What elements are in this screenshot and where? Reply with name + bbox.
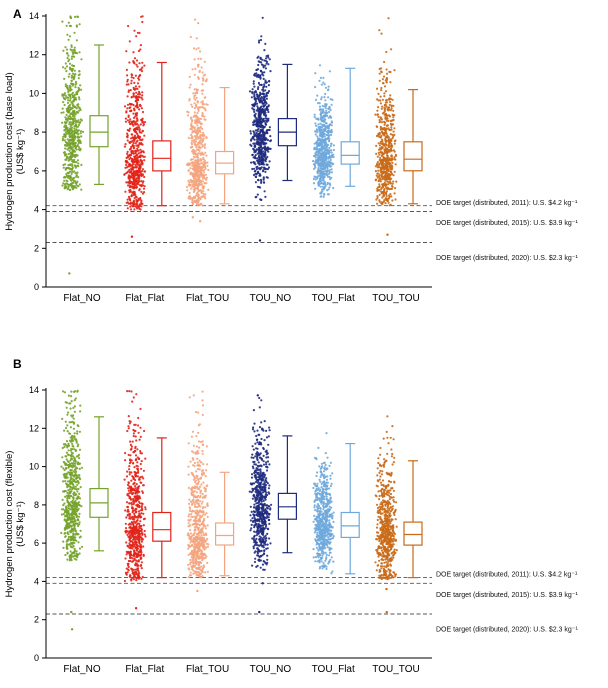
y-tick-label: 8 xyxy=(34,500,39,510)
y-tick-label: 12 xyxy=(29,423,39,433)
outlier-point xyxy=(199,220,202,223)
doe-target-label: DOE target (distributed, 2011): U.S. $4.… xyxy=(436,200,578,207)
y-tick-label: 6 xyxy=(34,538,39,548)
y-tick-label: 4 xyxy=(34,205,39,215)
box-plot-TOU_TOU xyxy=(403,460,423,579)
x-tick-label: Flat_TOU xyxy=(186,664,229,675)
y-axis-label: Hydrogen production cost (flexible) xyxy=(4,451,15,598)
doe-target-label: DOE target (distributed, 2020): U.S. $2.… xyxy=(436,626,578,633)
y-tick-label: 6 xyxy=(34,166,39,176)
x-tick-label: Flat_NO xyxy=(63,664,100,675)
doe-target-label: DOE target (distributed, 2011): U.S. $4.… xyxy=(436,572,578,579)
outlier-point xyxy=(70,628,74,631)
box-plot-Flat_NO xyxy=(89,44,109,185)
y-tick-label: 0 xyxy=(34,653,39,663)
y-tick-label: 4 xyxy=(34,576,39,586)
jitter-points-TOU_Flat xyxy=(312,432,335,575)
y-axis-label: Hydrogen production cost (base load) xyxy=(4,72,15,230)
box-plot-TOU_NO xyxy=(277,435,297,554)
x-tick-label: Flat_Flat xyxy=(125,293,164,304)
doe-target-label: DOE target (distributed, 2015): U.S. $3.… xyxy=(436,592,578,599)
outlier-point xyxy=(386,233,389,236)
y-tick-label: 10 xyxy=(29,462,39,472)
y-tick-label: 14 xyxy=(29,385,39,395)
x-tick-label: Flat_Flat xyxy=(125,664,164,675)
y-tick-label: 12 xyxy=(29,50,39,60)
jitter-points-TOU_NO xyxy=(248,394,273,614)
outlier-point xyxy=(130,235,134,238)
outlier-point xyxy=(258,610,261,614)
jitter-points-TOU_TOU xyxy=(374,415,398,614)
y-axis-units-label: (US$ kg⁻¹) xyxy=(15,501,26,547)
y-tick-label: 10 xyxy=(29,88,39,98)
outlier-point xyxy=(68,272,71,275)
doe-target-label: DOE target (distributed, 2020): U.S. $2.… xyxy=(436,255,578,262)
jitter-points-Flat_TOU xyxy=(185,18,210,223)
jitter-points-TOU_TOU xyxy=(374,17,398,236)
box-plot-TOU_Flat xyxy=(340,442,360,575)
panel-a-chart: A DOE target (distributed, 2011): U.S. $4… xyxy=(4,7,578,304)
y-tick-label: 8 xyxy=(34,127,39,137)
x-tick-label: TOU_Flat xyxy=(312,664,355,675)
y-axis-units-label: (US$ kg⁻¹) xyxy=(15,129,26,175)
doe-target-label: DOE target (distributed, 2015): U.S. $3.… xyxy=(436,220,578,227)
outlier-point xyxy=(258,239,262,242)
panel-label: A xyxy=(13,7,22,21)
box-plot-Flat_NO xyxy=(89,416,109,552)
x-tick-label: TOU_NO xyxy=(250,293,292,304)
box-plot-TOU_TOU xyxy=(403,88,423,205)
outlier-point xyxy=(191,216,194,219)
jitter-points-Flat_TOU xyxy=(186,390,210,593)
outlier-point xyxy=(70,610,73,614)
x-tick-label: TOU_NO xyxy=(250,664,292,675)
y-tick-label: 14 xyxy=(29,11,39,21)
jitter-points-Flat_NO xyxy=(60,15,85,275)
box-plot-Flat_TOU xyxy=(215,471,235,577)
outlier-point xyxy=(385,587,388,591)
jitter-points-TOU_Flat xyxy=(312,64,335,198)
panel-b-chart: B DOE target (distributed, 2011): U.S. $4… xyxy=(4,357,578,675)
jitter-points-Flat_Flat xyxy=(123,390,147,610)
outlier-point xyxy=(260,198,263,202)
box-plot-TOU_Flat xyxy=(340,67,360,187)
outlier-point xyxy=(385,610,388,614)
box-plot-Flat_TOU xyxy=(215,86,235,205)
outlier-point xyxy=(134,607,138,610)
x-tick-label: Flat_NO xyxy=(63,293,100,304)
x-tick-label: TOU_TOU xyxy=(372,293,419,304)
panel-label: B xyxy=(13,357,22,371)
x-tick-label: TOU_Flat xyxy=(312,293,355,304)
box-plot-TOU_NO xyxy=(277,63,297,182)
box-plot-Flat_Flat xyxy=(152,437,172,579)
jitter-points-Flat_NO xyxy=(60,389,84,631)
jitter-points-Flat_Flat xyxy=(123,15,147,238)
y-tick-label: 2 xyxy=(34,243,39,253)
box-plot-Flat_Flat xyxy=(152,61,172,207)
y-tick-label: 2 xyxy=(34,615,39,625)
y-tick-label: 0 xyxy=(34,282,39,292)
x-tick-label: Flat_TOU xyxy=(186,293,229,304)
x-tick-label: TOU_TOU xyxy=(372,664,419,675)
outlier-point xyxy=(196,589,199,593)
jitter-points-TOU_NO xyxy=(248,16,273,242)
outlier-point xyxy=(261,582,264,585)
